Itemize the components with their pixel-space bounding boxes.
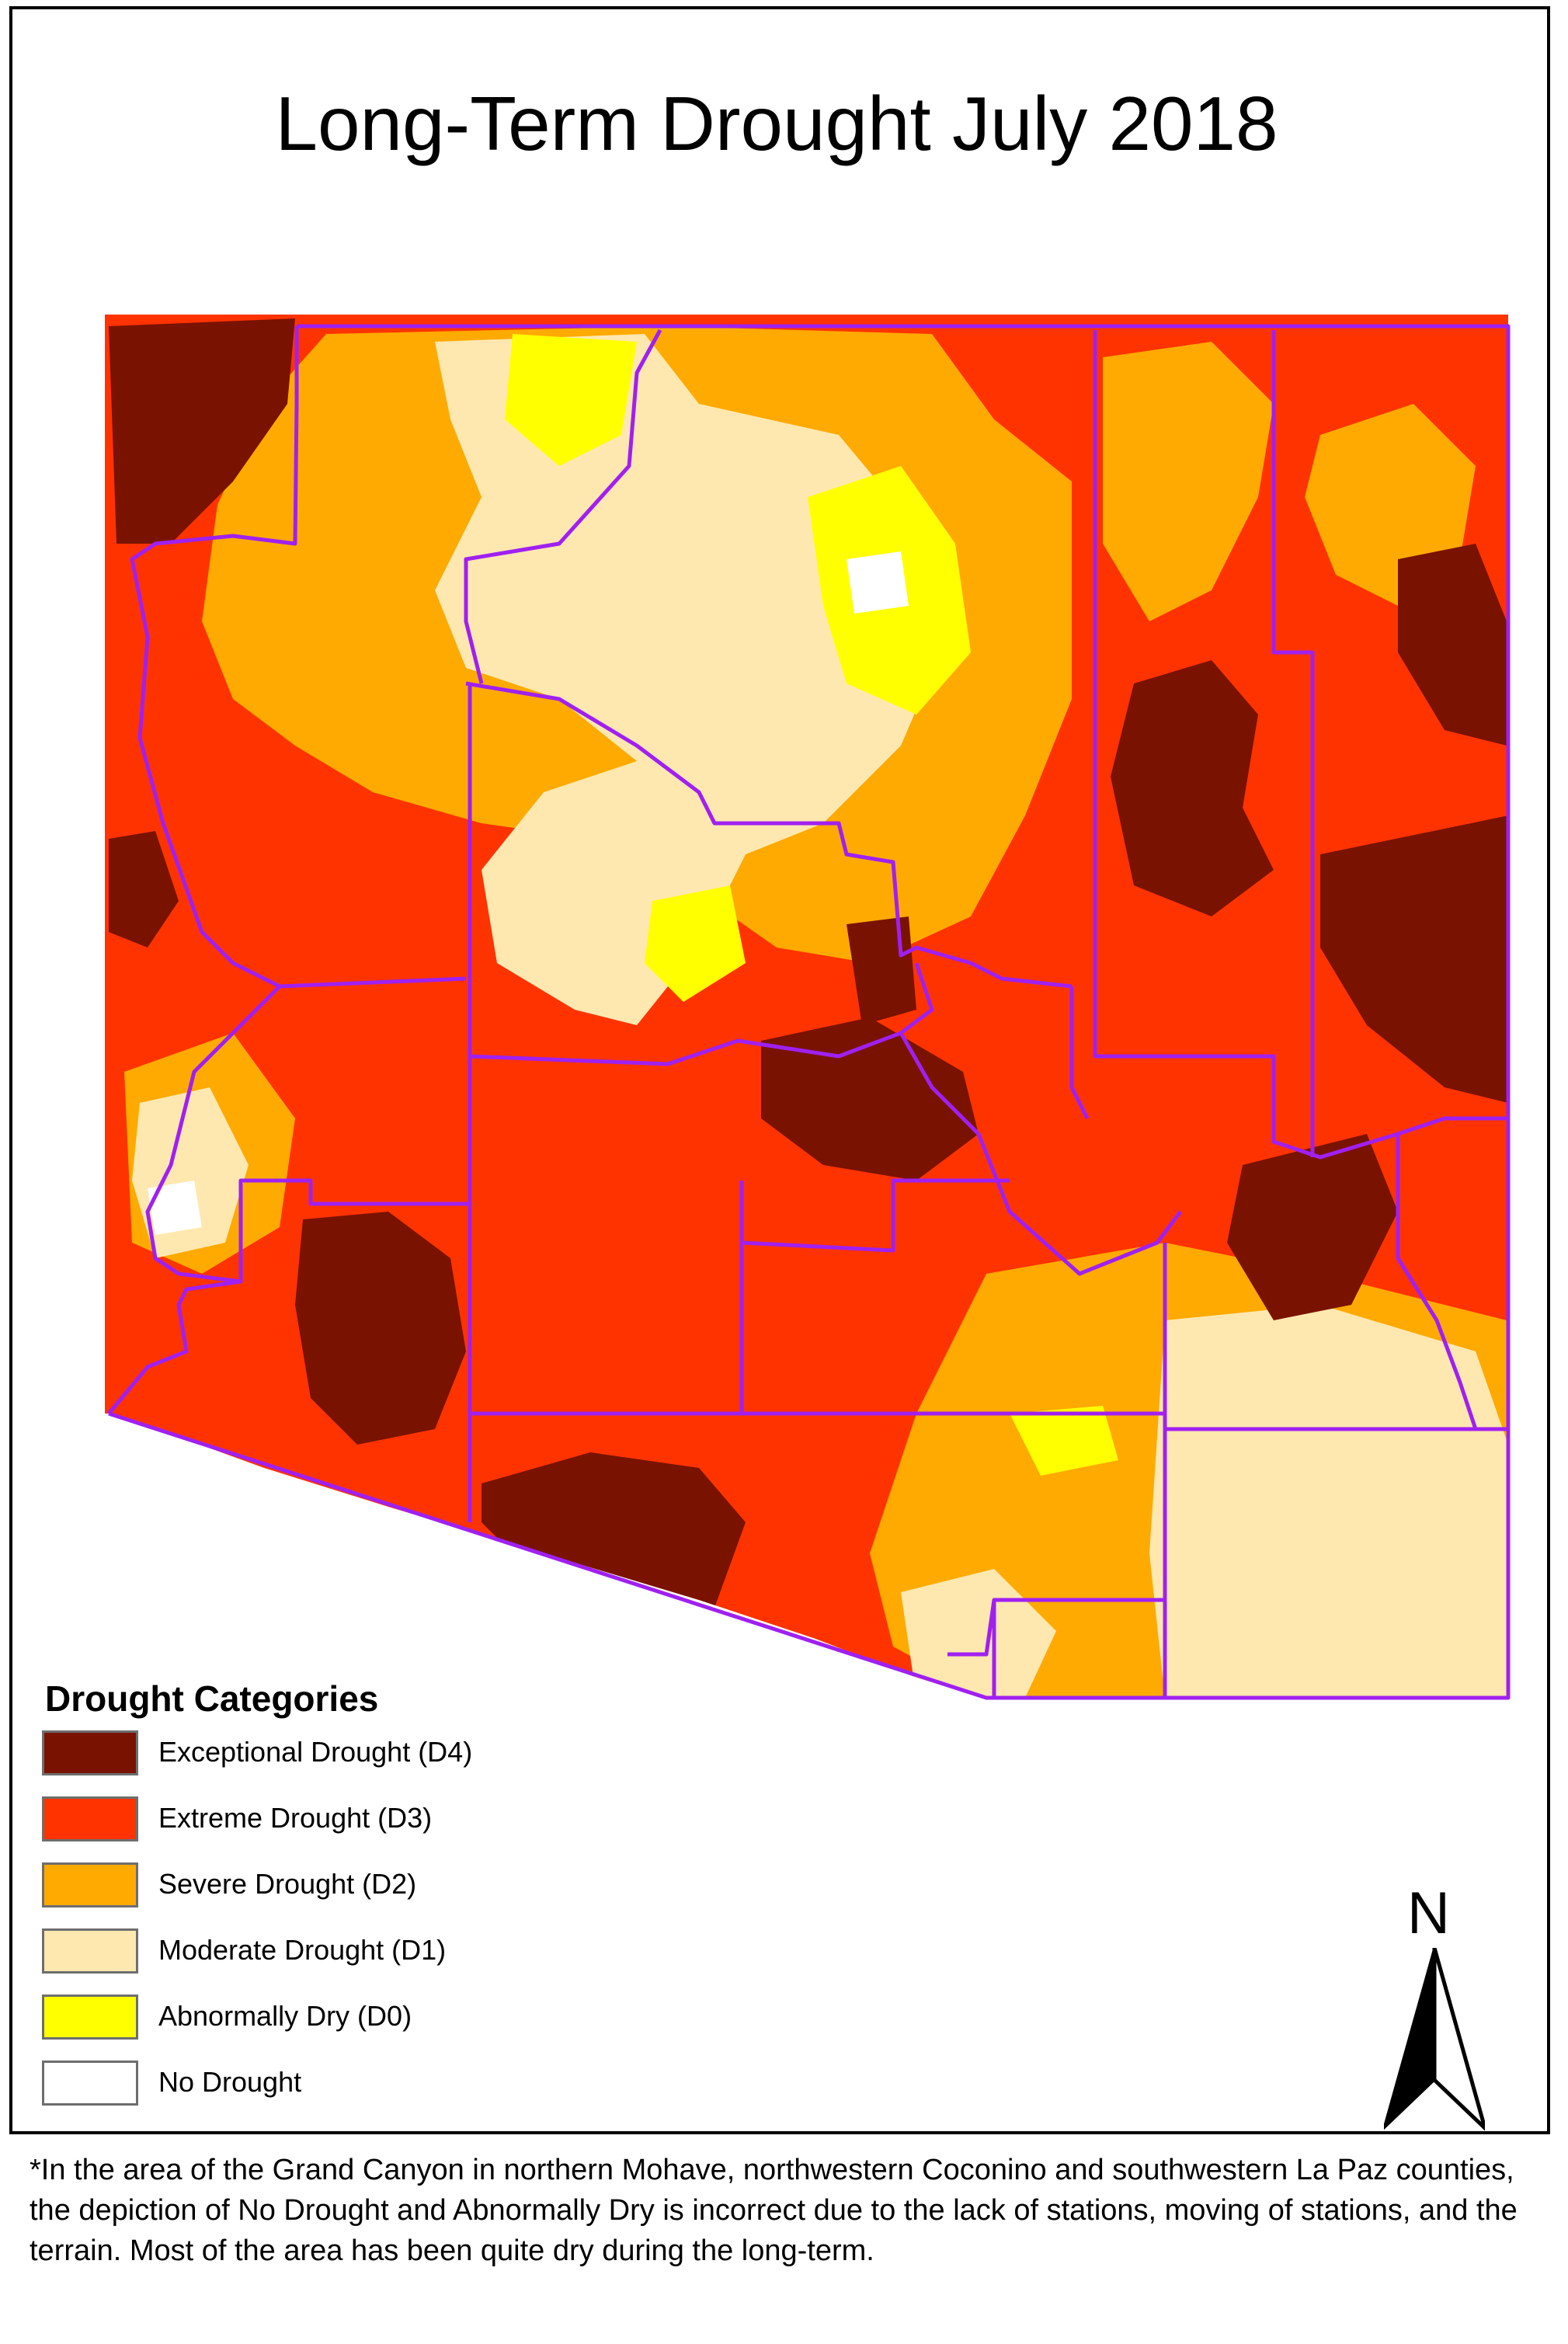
legend-title: Drought Categories: [45, 1678, 379, 1719]
exceptional-drought-area: [1111, 660, 1274, 916]
north-letter: N: [1407, 1880, 1450, 1946]
legend-item-no-drought: No Drought: [42, 2061, 663, 2110]
legend-label: Extreme Drought (D3): [158, 1802, 433, 1834]
exceptional-drought-area: [109, 318, 295, 544]
county-line: [1069, 986, 1090, 1120]
legend-item-extreme-drought: Extreme Drought (D3): [42, 1796, 663, 1846]
legend-swatch: [42, 1796, 138, 1841]
county-line: [992, 1598, 1165, 1698]
county-line: [899, 962, 934, 1035]
county-line: [1093, 330, 1508, 1160]
county-line: [947, 1599, 996, 1657]
legend-swatch: [42, 1862, 138, 1908]
county-line: [1396, 1134, 1478, 1430]
exceptional-drought-area: [109, 831, 179, 948]
county-line: [739, 1178, 1010, 1253]
north-arrow-icon: [1384, 1948, 1485, 2131]
drought-category-areas: [105, 315, 1508, 1698]
county-line: [130, 326, 467, 989]
exceptional-drought-area: [1227, 1134, 1398, 1320]
county-boundaries: [107, 324, 1511, 1700]
legend-swatch: [42, 2061, 138, 2106]
legend-swatch: [42, 1730, 138, 1775]
county-line: [1271, 330, 1315, 1157]
legend-item-moderate-drought: Moderate Drought (D1): [42, 1928, 663, 1978]
no-drought-area: [148, 1181, 202, 1235]
county-line: [464, 329, 662, 684]
abnormally-dry-area: [645, 885, 746, 1002]
severe-drought-area: [1103, 342, 1274, 621]
exceptional-drought-area: [295, 1212, 466, 1445]
legend-label: Moderate Drought (D1): [158, 1934, 447, 1966]
legend-item-severe-drought: Severe Drought (D2): [42, 1862, 663, 1912]
exceptional-drought-area: [761, 1017, 979, 1181]
moderate-drought-area: [1149, 1305, 1508, 1698]
county-line: [145, 985, 281, 1284]
legend-swatch: [42, 1928, 138, 1974]
legend-label: Abnormally Dry (D0): [158, 2000, 412, 2032]
no-drought-area: [847, 551, 909, 614]
county-line: [465, 681, 1073, 989]
legend-item-abnormally-dry: Abnormally Dry (D0): [42, 1994, 663, 2044]
legend-label: Severe Drought (D2): [158, 1868, 417, 1900]
abnormally-dry-area: [505, 334, 637, 466]
legend-item-exceptional-drought: Exceptional Drought (D4): [42, 1730, 663, 1780]
legend-label: Exceptional Drought (D4): [158, 1736, 473, 1768]
legend-swatch: [42, 1994, 138, 2040]
state-boundary: [108, 324, 1511, 1700]
exceptional-drought-area: [1398, 544, 1507, 746]
footnote: *In the area of the Grand Canyon in nort…: [30, 2154, 1518, 2267]
map-title: Long-Term Drought July 2018: [275, 81, 1278, 166]
abnormally-dry-area: [1010, 1406, 1118, 1476]
exceptional-drought-area: [1320, 816, 1508, 1103]
legend-label: No Drought: [158, 2066, 302, 2098]
